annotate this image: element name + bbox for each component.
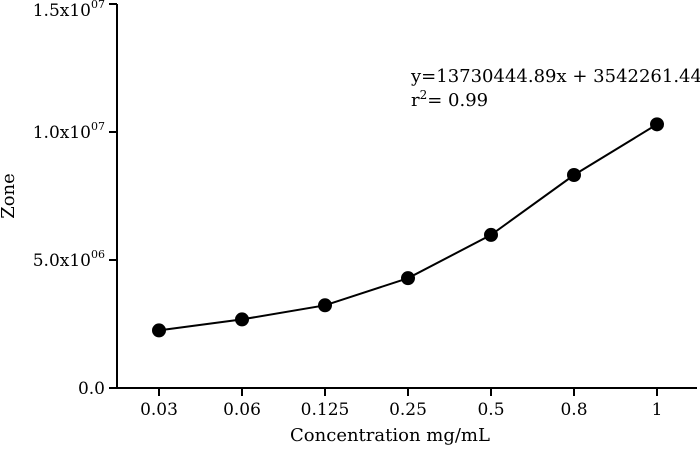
x-axis-title: Concentration mg/mL [290, 425, 490, 446]
data-point-2 [318, 298, 332, 313]
x-tick-label-2: 0.125 [301, 400, 350, 420]
y-axis-title: Zone [0, 173, 19, 219]
r-squared-value: = 0.99 [427, 90, 488, 111]
y-tick-label-1: 5.0x1006 [33, 248, 105, 271]
regression-equation: y=13730444.89x + 3542261.44 [410, 66, 700, 87]
y-tick-label-3: 1.5x1007 [33, 0, 105, 21]
x-tick-label-5: 0.8 [560, 400, 587, 420]
data-point-0 [152, 323, 166, 338]
series-line [158, 123, 658, 332]
data-point-6 [650, 117, 664, 132]
data-point-4 [484, 227, 498, 242]
r-squared-label: r2= 0.99 [411, 88, 488, 111]
data-points [152, 117, 664, 338]
x-tick-label-3: 0.25 [389, 400, 427, 420]
data-point-3 [401, 271, 415, 286]
r-squared-symbol: r [411, 90, 420, 111]
y-axis-ticks: 0.0 5.0x1006 1.0x1007 1.5x1007 [33, 0, 117, 399]
x-tick-label-4: 0.5 [477, 400, 504, 420]
x-tick-label-0: 0.03 [140, 400, 178, 420]
data-point-1 [235, 312, 249, 327]
x-tick-label-6: 1 [652, 400, 663, 420]
r-squared-exponent: 2 [420, 88, 428, 102]
y-tick-label-2: 1.0x1007 [33, 120, 105, 143]
y-tick-label-0: 0.0 [78, 379, 105, 399]
data-point-5 [567, 168, 581, 183]
x-tick-label-1: 0.06 [223, 400, 261, 420]
x-axis-ticks: 0.03 0.06 0.125 0.25 0.5 0.8 1 [140, 388, 662, 420]
